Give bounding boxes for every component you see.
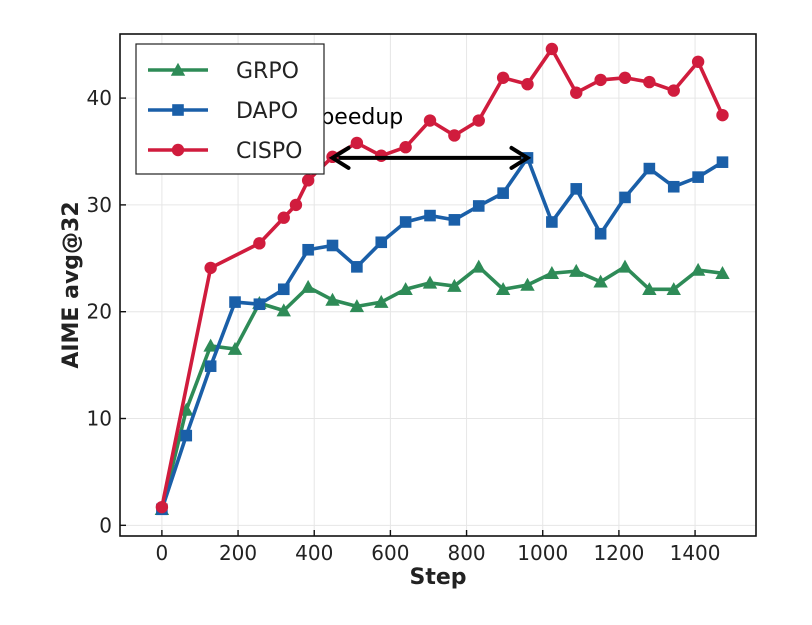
legend-label: DAPO <box>236 99 298 124</box>
dapo-point <box>204 360 217 372</box>
dapo-point <box>472 200 485 212</box>
dapo-point <box>546 216 558 228</box>
grpo-point <box>544 266 560 280</box>
dapo-point <box>692 171 704 183</box>
x-tick-label: 400 <box>295 541 333 565</box>
legend-marker <box>170 62 186 76</box>
grpo-point <box>520 277 535 291</box>
cispo-point <box>545 42 559 56</box>
dapo-line <box>160 156 724 510</box>
cispo-point <box>472 114 485 127</box>
grpo-point <box>569 263 584 277</box>
x-tick-label: 1200 <box>593 541 644 565</box>
cispo-point <box>423 114 437 127</box>
y-axis-label: AIME avg@32 <box>59 201 84 368</box>
dapo-point <box>716 156 729 168</box>
x-axis-label: Step <box>409 565 466 590</box>
dapo-point <box>497 187 509 199</box>
dapo-point <box>302 243 314 256</box>
dapo-point <box>375 236 388 249</box>
legend-item-dapo: DAPO <box>148 99 298 124</box>
cispo-point <box>716 108 729 122</box>
cispo-point <box>594 73 607 87</box>
dapo-point <box>180 429 193 442</box>
y-tick-label: 10 <box>87 407 112 431</box>
y-tick-label: 20 <box>87 300 112 324</box>
grpo-point <box>495 282 511 296</box>
dapo-point <box>643 162 656 175</box>
legend-marker <box>171 143 185 157</box>
legend-marker <box>172 104 184 116</box>
cispo-point <box>301 174 315 187</box>
cispo-point <box>204 261 217 275</box>
cispo-point <box>155 500 169 514</box>
dapo-point <box>594 227 607 240</box>
cispo-point <box>350 136 364 150</box>
dapo-point <box>351 261 363 273</box>
cispo-point <box>496 71 510 84</box>
x-tick-label: 0 <box>156 541 169 565</box>
legend-item-grpo: GRPO <box>148 59 299 84</box>
dapo-point <box>619 191 631 204</box>
cispo-point <box>618 71 632 84</box>
cispo-point <box>399 141 412 154</box>
cispo-point <box>375 149 388 162</box>
y-tick-label: 30 <box>87 193 112 217</box>
grpo-point <box>300 279 316 293</box>
dapo-point <box>277 283 290 296</box>
cispo-point <box>289 198 303 212</box>
grpo-point <box>398 282 413 296</box>
grpo-point <box>422 275 438 289</box>
grpo-point <box>617 259 633 273</box>
y-tick-label: 0 <box>99 513 112 537</box>
cispo-point <box>570 86 583 99</box>
grpo-point <box>203 338 218 352</box>
legend: GRPO DAPO CISPO <box>135 43 325 175</box>
plot-frame <box>119 33 757 537</box>
x-tick-label: 600 <box>371 541 409 565</box>
grpo-point <box>642 282 657 296</box>
cispo-point <box>667 84 680 97</box>
dapo-point <box>424 209 436 222</box>
cispo-point <box>691 55 705 68</box>
dapo-point <box>229 296 241 308</box>
y-tick-label: 40 <box>87 86 112 110</box>
x-tick-label: 200 <box>219 541 257 565</box>
legend-label: GRPO <box>236 59 299 84</box>
grpo-point <box>325 292 340 306</box>
grpo-point <box>666 282 681 296</box>
grpo-point <box>593 274 608 288</box>
arrow-head <box>509 145 532 170</box>
grpo-point <box>447 278 462 292</box>
x-tick-label: 1400 <box>670 541 721 565</box>
grpo-point <box>276 303 291 317</box>
legend-label: CISPO <box>236 139 302 164</box>
dapo-point <box>570 183 583 195</box>
grpo-point <box>349 299 365 313</box>
grpo-point <box>374 294 389 308</box>
cispo-point <box>643 75 656 89</box>
dapo-point <box>253 298 266 311</box>
x-tick-label: 800 <box>447 541 485 565</box>
x-tick-label: 1000 <box>517 541 568 565</box>
dapo-point <box>448 214 461 226</box>
series-cispo <box>155 42 729 514</box>
dapo-point <box>399 216 412 228</box>
cispo-point <box>277 211 290 224</box>
cispo-point <box>253 237 266 250</box>
cispo-point <box>521 78 534 91</box>
grpo-point <box>715 266 730 280</box>
axis-ticks: 0 200 400 600 800 1000 1200 1400 0 10 20 30 40 <box>87 86 721 565</box>
grpo-point <box>690 262 706 276</box>
grpo-point <box>227 341 243 355</box>
dapo-point <box>326 239 339 252</box>
legend-item-cispo: CISPO <box>148 139 302 164</box>
cispo-point <box>448 129 461 142</box>
grpo-point <box>471 259 486 273</box>
series-grpo <box>154 259 730 516</box>
arrow-head <box>328 145 351 170</box>
dapo-point <box>667 180 680 193</box>
